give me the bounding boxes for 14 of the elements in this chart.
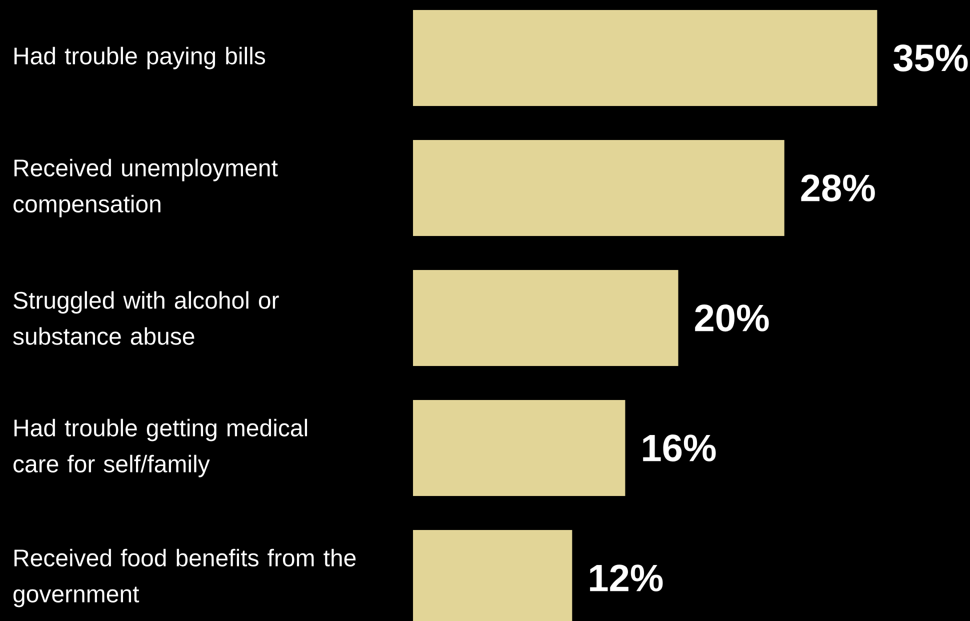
data-label: 16% (643, 434, 716, 462)
data-label: 28% (801, 174, 875, 202)
y-tick-label: Struggled with alcohol or substance abuse (13, 291, 279, 345)
y-tick-label: Received unemployment compensation (14, 158, 278, 218)
y-tick-label: Had trouble paying bills (14, 46, 266, 70)
bar (413, 140, 784, 236)
data-label: 35% (894, 44, 968, 72)
y-tick-label: Had trouble getting medical care for self/family (14, 418, 308, 478)
data-label: 20% (695, 304, 769, 332)
bar (413, 400, 626, 496)
data-label: 12% (590, 564, 663, 592)
bar (413, 10, 878, 106)
bar (413, 270, 678, 366)
y-tick-label: Received food benefits from the government (14, 548, 356, 608)
